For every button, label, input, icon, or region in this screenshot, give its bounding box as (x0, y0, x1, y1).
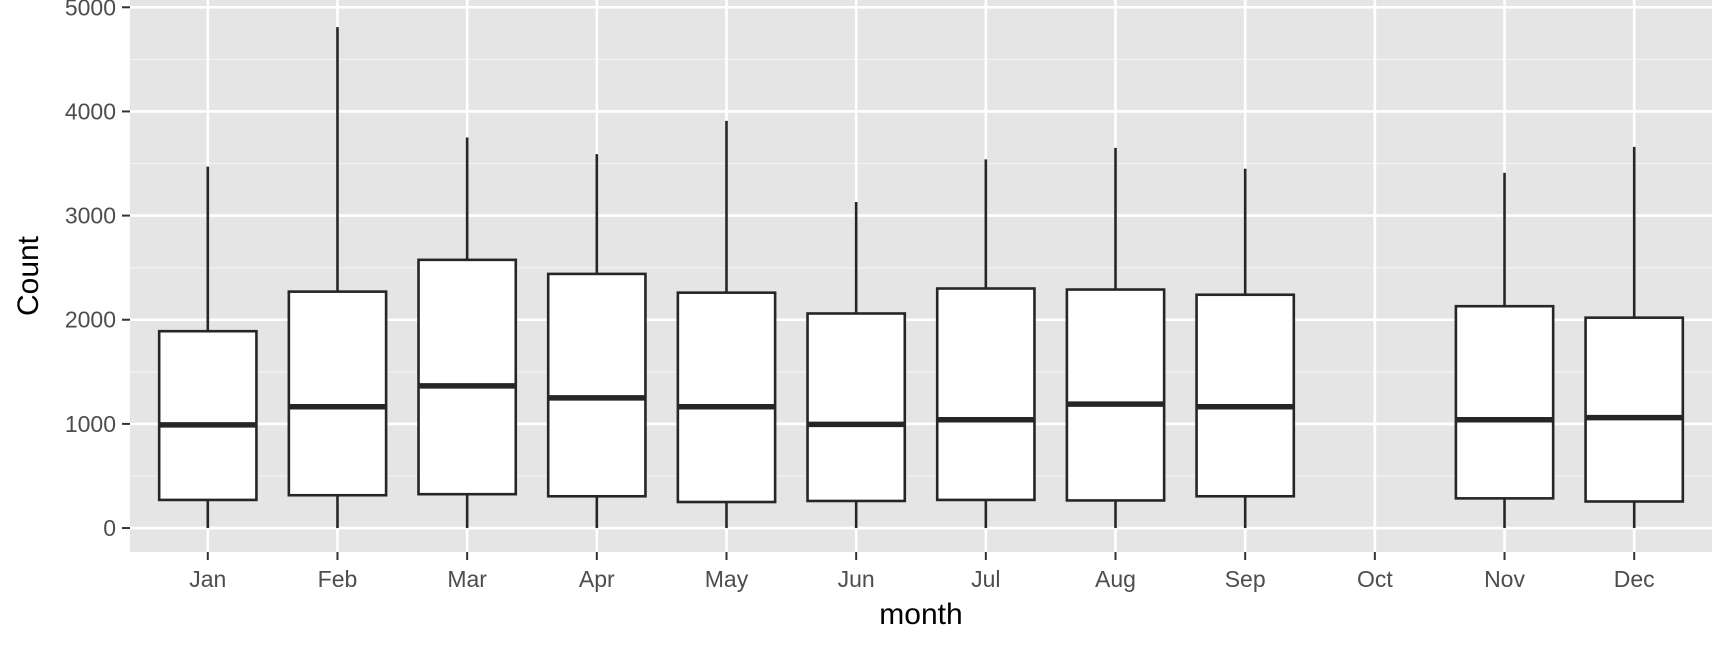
y-tick-label: 1000 (65, 411, 116, 437)
box-iqr (1195, 293, 1296, 498)
box-iqr (935, 287, 1036, 502)
box-mar (417, 137, 518, 529)
box-iqr (157, 329, 258, 502)
box-sep (1195, 168, 1296, 529)
box-aug (1065, 147, 1166, 529)
y-axis: 0 1000 2000 3000 4000 5000 (65, 0, 130, 541)
box-iqr (417, 258, 518, 496)
y-tick-label: 4000 (65, 98, 116, 124)
x-tick-label: Mar (447, 566, 487, 592)
box-dec (1584, 146, 1685, 529)
y-tick-label: 2000 (65, 307, 116, 333)
x-tick-label: Nov (1484, 566, 1525, 592)
box-iqr (676, 291, 777, 504)
box-jan (157, 166, 258, 529)
x-axis: Jan Feb Mar Apr May Jun Jul Aug Sep Oct Nov Dec (189, 552, 1655, 592)
x-tick-label: Jan (189, 566, 226, 592)
x-tick-label: Apr (579, 566, 615, 592)
box-jun (806, 202, 907, 529)
box-iqr (1454, 304, 1555, 500)
box-iqr (1584, 316, 1685, 503)
y-axis-title: Count (12, 235, 45, 316)
box-apr (546, 154, 647, 529)
box-series (157, 27, 1685, 529)
y-tick-label: 5000 (65, 0, 116, 20)
minor-gridlines (130, 58, 1712, 477)
box-iqr (287, 290, 388, 497)
y-tick-label: 3000 (65, 203, 116, 229)
x-tick-label: Dec (1614, 566, 1655, 592)
box-may (676, 120, 777, 529)
x-tick-label: Aug (1095, 566, 1136, 592)
box-jul (935, 159, 1036, 529)
x-tick-label: Jun (838, 566, 875, 592)
box-feb (287, 27, 388, 529)
box-nov (1454, 172, 1555, 529)
x-axis-title: month (879, 598, 962, 631)
x-tick-label: Feb (318, 566, 358, 592)
y-tick-label: 0 (103, 515, 116, 541)
box-iqr (806, 312, 907, 503)
x-tick-label: Jul (971, 566, 1000, 592)
x-tick-label: May (705, 566, 749, 592)
box-iqr (546, 272, 647, 498)
plot-panel (130, 0, 1712, 552)
x-tick-label: Oct (1357, 566, 1393, 592)
box-iqr (1065, 288, 1166, 502)
x-tick-label: Sep (1225, 566, 1266, 592)
